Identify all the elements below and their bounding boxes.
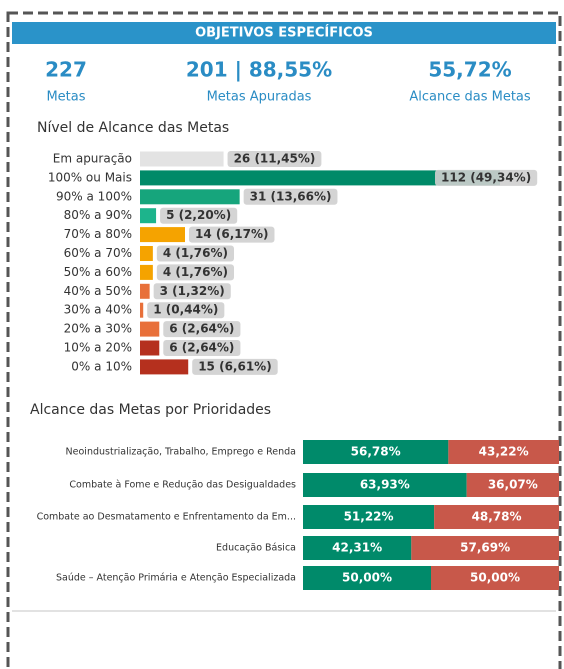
kpi-value: 227 (45, 58, 87, 82)
data-label: 48,78% (472, 510, 522, 524)
header-bar (12, 22, 556, 44)
category-label: 0% a 10% (71, 359, 132, 373)
category-label: Saúde – Atenção Primária e Atenção Espec… (56, 573, 296, 584)
data-label: 15 (6,61%) (198, 359, 271, 373)
bar (140, 189, 240, 205)
data-label: 1 (0,44%) (153, 303, 218, 317)
kpi-label: Metas Apuradas (207, 90, 312, 105)
label-bg (227, 151, 322, 167)
category-label: Neoindustrialização, Trabalho, Emprego e… (66, 447, 296, 458)
label-bg (243, 188, 338, 205)
category-label: 30% a 40% (64, 303, 132, 317)
label-bg (156, 264, 234, 281)
data-label: 36,07% (488, 478, 538, 492)
bar-segment (434, 505, 559, 529)
data-label: 6 (2,64%) (169, 322, 234, 336)
data-label: 4 (1,76%) (163, 265, 228, 279)
data-label: 50,00% (470, 571, 520, 585)
category-label: 60% a 70% (64, 246, 132, 260)
kpi-value: 201 | 88,55% (186, 58, 332, 82)
frame (6, 11, 562, 669)
label-bg (189, 226, 275, 243)
label-bg (435, 169, 538, 186)
label-bg (163, 321, 241, 338)
label-bg (153, 283, 231, 300)
category-label: 40% a 50% (64, 284, 132, 298)
category-label: 100% ou Mais (48, 170, 132, 184)
label-bg (160, 207, 238, 224)
bar (140, 170, 500, 186)
bar-segment (303, 566, 431, 590)
chart-title: Nível de Alcance das Metas (37, 120, 229, 136)
bar-segment (466, 473, 559, 497)
data-label: 31 (13,66%) (250, 189, 332, 203)
bar (140, 340, 160, 356)
bar (140, 359, 189, 375)
label-bg (192, 358, 278, 375)
bar (140, 208, 157, 224)
data-label: 50,00% (342, 571, 392, 585)
bar (140, 302, 144, 318)
category-label: Em apuração (53, 152, 132, 166)
bar (140, 227, 185, 243)
bar-segment (303, 536, 412, 560)
data-label: 6 (2,64%) (169, 341, 234, 355)
header-title: OBJETIVOS ESPECÍFICOS (195, 25, 373, 41)
bar-segment (431, 566, 559, 590)
data-label: 3 (1,32%) (160, 284, 225, 298)
kpi-value: 55,72% (428, 58, 511, 82)
data-label: 4 (1,76%) (163, 246, 228, 260)
bar-segment (448, 440, 559, 464)
category-label: 50% a 60% (64, 265, 132, 279)
data-label: 57,69% (460, 541, 510, 555)
data-label: 56,78% (351, 445, 401, 459)
category-label: 70% a 80% (64, 227, 132, 241)
bar (140, 321, 160, 337)
kpi-label: Metas (46, 90, 85, 105)
label-bg (147, 302, 225, 319)
data-label: 5 (2,20%) (166, 208, 231, 222)
data-label: 51,22% (344, 510, 394, 524)
data-label: 43,22% (479, 445, 529, 459)
bar (140, 246, 153, 261)
chart-title: Alcance das Metas por Prioridades (30, 402, 271, 418)
data-label: 14 (6,17%) (195, 227, 268, 241)
label-bg (156, 245, 234, 262)
bar-segment (303, 473, 467, 497)
category-label: 10% a 20% (64, 341, 132, 355)
bar (140, 283, 150, 299)
bar (140, 264, 153, 280)
category-label: Combate à Fome e Redução das Desigualdad… (69, 480, 296, 491)
category-label: Educação Básica (216, 543, 296, 554)
bar (140, 151, 224, 167)
category-label: Combate ao Desmatamento e Enfrentamento … (37, 512, 296, 523)
data-label: 63,93% (360, 478, 410, 492)
category-label: 20% a 30% (64, 322, 132, 336)
kpi-label: Alcance das Metas (409, 90, 531, 105)
bar-segment (303, 505, 435, 529)
bar-segment (303, 440, 449, 464)
category-label: 80% a 90% (64, 208, 132, 222)
category-label: 90% a 100% (56, 189, 132, 203)
bar-segment (411, 536, 559, 560)
data-label: 112 (49,34%) (441, 170, 531, 184)
data-label: 42,31% (332, 541, 382, 555)
data-label: 26 (11,45%) (234, 152, 316, 166)
label-bg (163, 340, 241, 356)
